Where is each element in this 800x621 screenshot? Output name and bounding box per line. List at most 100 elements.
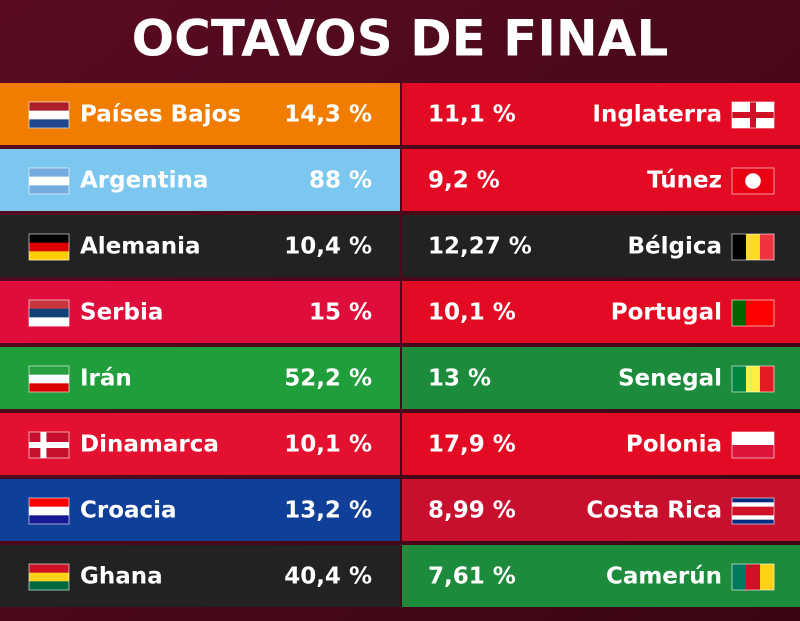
left-percent: 52,2 % <box>284 366 372 392</box>
flag-border <box>731 563 775 591</box>
flag <box>28 167 70 195</box>
flag-stripe <box>29 374 69 384</box>
flag-stripe <box>29 242 69 252</box>
flag <box>28 497 70 525</box>
flag <box>731 365 775 393</box>
left-percent: 88 % <box>309 168 372 194</box>
flag-stripe <box>29 515 69 525</box>
left-team: Países Bajos <box>80 102 241 128</box>
flag-cross <box>732 112 774 118</box>
match-row: Croacia 13,2 % 8,99 % Costa Rica <box>0 479 800 541</box>
flag <box>28 233 70 261</box>
flag-stripe <box>760 234 775 260</box>
right-team: Polonia <box>626 432 722 458</box>
flag-stripe <box>746 366 761 392</box>
flag-stripe <box>732 519 774 525</box>
flag-border <box>731 497 775 525</box>
flag-border <box>28 365 70 393</box>
right-team: Portugal <box>611 300 722 326</box>
flag-stripe <box>732 498 774 503</box>
match-row: Irán 52,2 % 13 % Senegal <box>0 347 800 409</box>
left-percent: 14,3 % <box>284 102 372 128</box>
flag <box>28 365 70 393</box>
flag <box>731 431 775 459</box>
flag <box>731 563 775 591</box>
left-team: Ghana <box>80 564 163 590</box>
flag-stripe <box>760 564 775 590</box>
flag <box>28 299 70 327</box>
right-team: Senegal <box>618 366 722 392</box>
left-team: Irán <box>80 366 132 392</box>
flag <box>731 167 775 195</box>
right-percent: 9,2 % <box>428 168 500 194</box>
right-percent: 7,61 % <box>428 564 516 590</box>
left-team: Alemania <box>80 234 201 260</box>
flag-border <box>731 233 775 261</box>
flag <box>28 563 70 591</box>
flag-stripe <box>29 300 69 309</box>
match-row: Países Bajos 14,3 % 11,1 % Inglaterra <box>0 83 800 145</box>
flag-stripe <box>29 110 69 120</box>
flag-stripe <box>29 308 69 318</box>
match-row: Alemania 10,4 % 12,27 % Bélgica <box>0 215 800 277</box>
flag <box>28 431 70 459</box>
flag-border <box>28 233 70 261</box>
right-percent: 11,1 % <box>428 102 516 128</box>
flag-stripe <box>746 300 761 326</box>
flag-stripe <box>732 564 747 590</box>
right-percent: 10,1 % <box>428 300 516 326</box>
right-team: Costa Rica <box>586 498 722 524</box>
right-team: Túnez <box>647 168 722 194</box>
flag <box>28 101 70 129</box>
flag-stripe <box>29 251 69 261</box>
flag-stripe <box>732 234 747 260</box>
flag-stripe <box>29 168 69 177</box>
right-percent: 12,27 % <box>428 234 532 260</box>
flag-border <box>731 431 775 459</box>
left-percent: 40,4 % <box>284 564 372 590</box>
flag-border <box>731 101 775 129</box>
flag-stripe <box>732 502 774 507</box>
flag-stripe <box>732 506 774 512</box>
left-team: Serbia <box>80 300 163 326</box>
flag-stripe <box>29 564 69 573</box>
left-percent: 13,2 % <box>284 498 372 524</box>
right-team: Bélgica <box>627 234 722 260</box>
flag-stripe <box>760 366 775 392</box>
match-row: Argentina 88 % 9,2 % Túnez <box>0 149 800 211</box>
flag-stripe <box>29 581 69 591</box>
left-team: Dinamarca <box>80 432 219 458</box>
flag-border <box>28 497 70 525</box>
flag-stripe <box>29 119 69 129</box>
flag <box>731 101 775 129</box>
flag <box>731 299 775 327</box>
flag-stripe <box>29 366 69 375</box>
flag-stripe <box>760 300 775 326</box>
flag-stripe <box>29 383 69 393</box>
match-row: Serbia 15 % 10,1 % Portugal <box>0 281 800 343</box>
flag-border <box>731 299 775 327</box>
flag-stripe <box>732 300 747 326</box>
flag-stripe <box>732 445 774 459</box>
flag-stripe <box>732 366 747 392</box>
right-percent: 8,99 % <box>428 498 516 524</box>
left-percent: 10,1 % <box>284 432 372 458</box>
flag-border <box>731 365 775 393</box>
flag-stripe <box>732 511 774 516</box>
right-team: Camerún <box>606 564 722 590</box>
flag-stripe <box>29 317 69 327</box>
flag-border <box>28 101 70 129</box>
flag-stripe <box>746 234 761 260</box>
flag-border <box>731 167 775 195</box>
flag-cross <box>29 442 69 448</box>
flag-stripe <box>746 564 761 590</box>
flag-stripe <box>29 498 69 507</box>
right-percent: 13 % <box>428 366 491 392</box>
right-team: Inglaterra <box>592 102 722 128</box>
flag-stripe <box>29 234 69 243</box>
match-row: Ghana 40,4 % 7,61 % Camerún <box>0 545 800 607</box>
flag-stripe <box>732 515 774 520</box>
left-percent: 10,4 % <box>284 234 372 260</box>
flag-border <box>28 431 70 459</box>
